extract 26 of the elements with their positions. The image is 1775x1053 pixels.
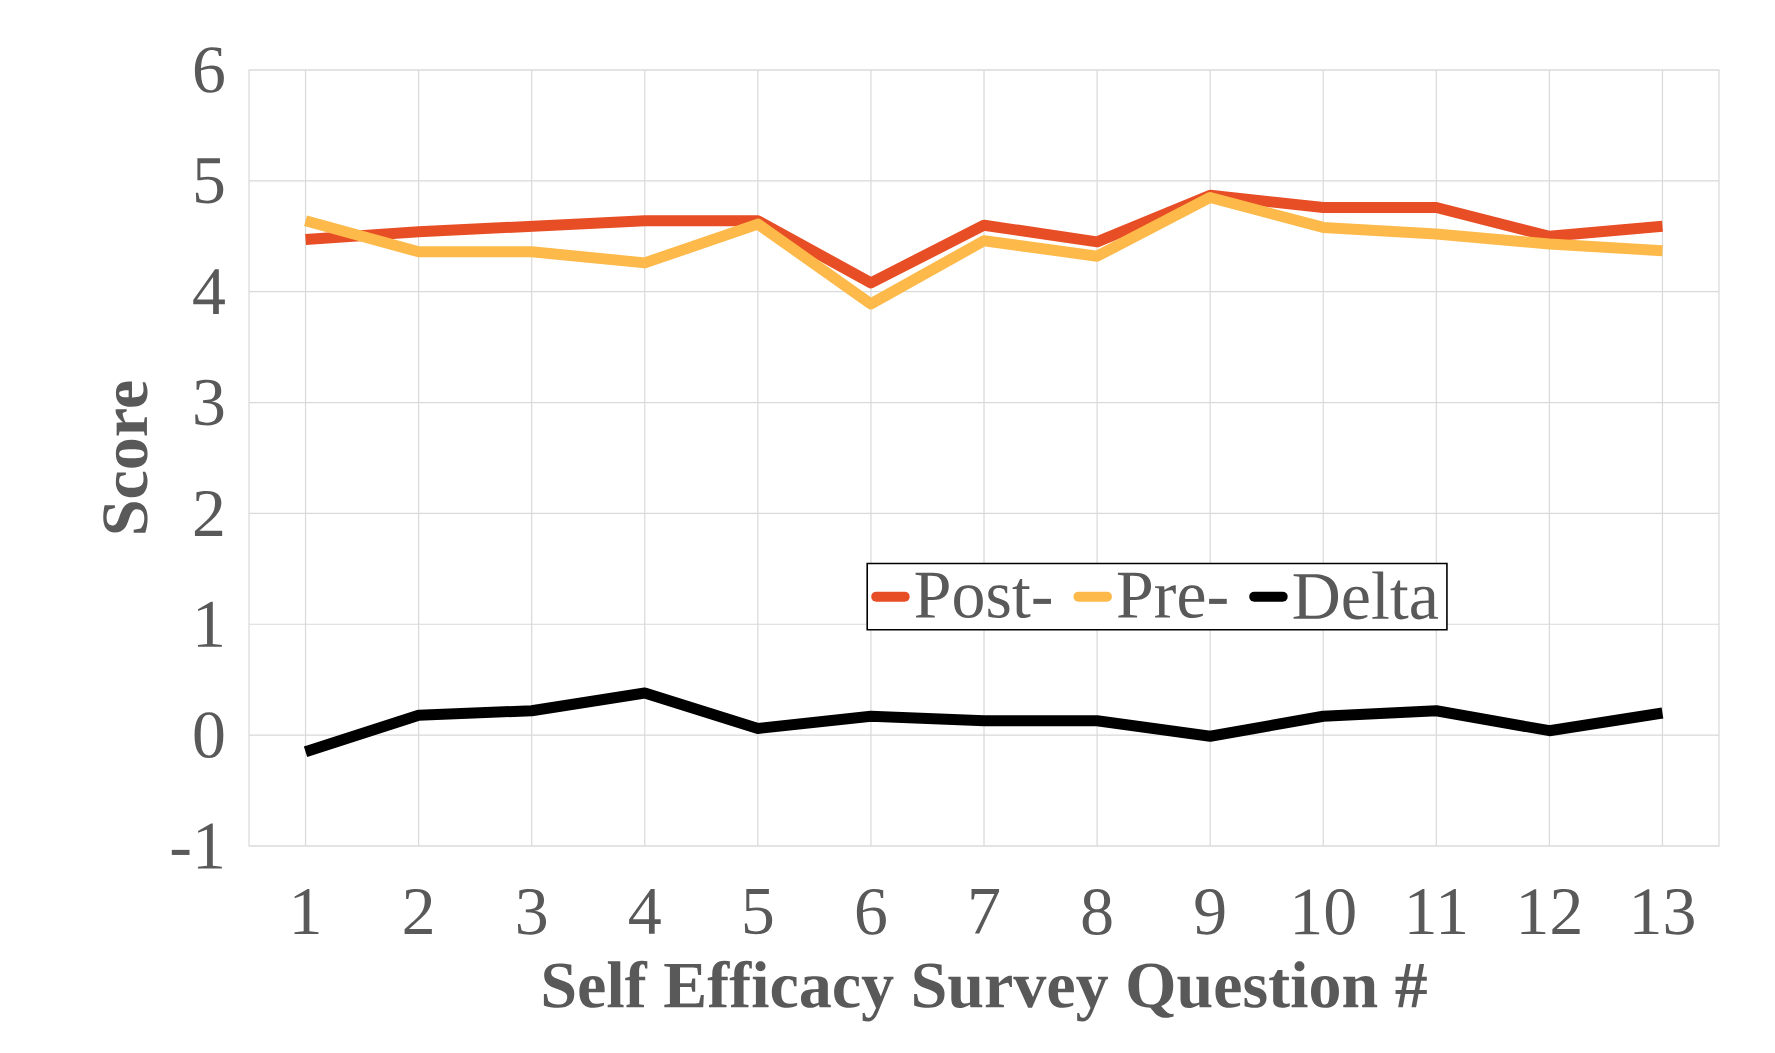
- x-tick-label: 7: [971, 889, 1000, 934]
- x-tick-label: 3: [517, 889, 547, 935]
- x-axis-title: Self Efficacy Survey Question #: [543, 960, 1427, 1022]
- y-tick-label: 4: [193, 269, 225, 315]
- y-tick-label: 1: [197, 601, 222, 647]
- y-tick-label: 0: [194, 712, 224, 759]
- x-tick-label: 13: [1634, 889, 1694, 935]
- x-tick-label: 11: [1409, 889, 1465, 934]
- x-tick-label: 2: [404, 889, 432, 935]
- y-tick-label: 2: [194, 490, 223, 536]
- x-tick-label: 10: [1295, 889, 1355, 935]
- legend-label: Pre-: [1117, 572, 1227, 619]
- x-tick-label: 6: [856, 889, 886, 935]
- x-tick-label: 12: [1521, 889, 1580, 935]
- x-tick-label: 4: [629, 889, 661, 934]
- y-tick-label: 5: [195, 158, 224, 204]
- x-tick-label: 5: [744, 889, 773, 935]
- legend-label: Post-: [915, 572, 1052, 619]
- y-tick-label: 6: [194, 47, 224, 93]
- legend-label: Delta: [1293, 571, 1439, 620]
- y-axis-title: Score: [103, 381, 148, 533]
- x-tick-label: 8: [1082, 889, 1112, 935]
- y-tick-label: 3: [195, 379, 224, 426]
- y-tick-label: -1: [171, 823, 222, 869]
- x-tick-label: 1: [294, 889, 319, 934]
- x-tick-label: 9: [1195, 889, 1225, 935]
